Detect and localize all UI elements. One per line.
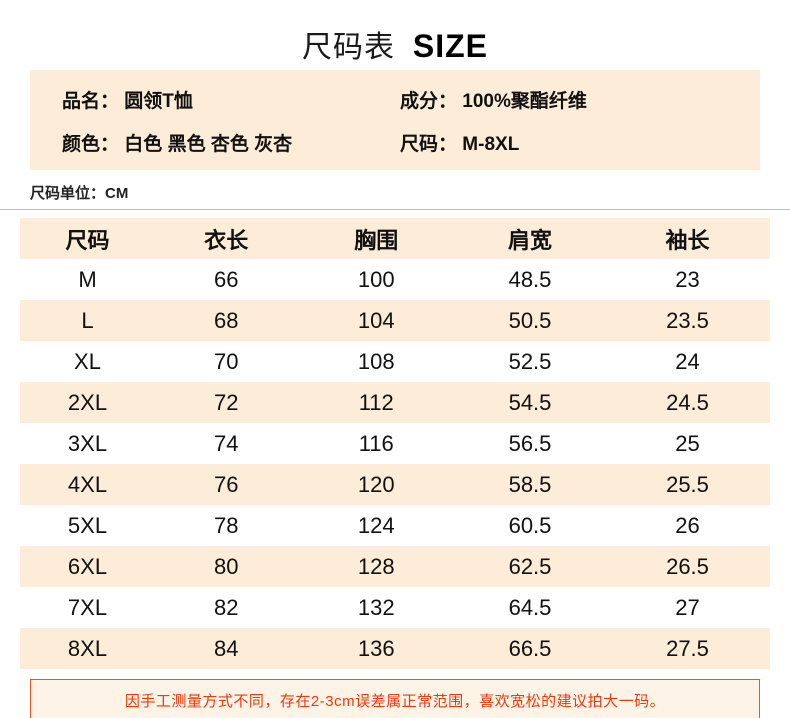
- unit-label: 尺码单位：: [30, 185, 106, 202]
- table-cell: 24: [675, 348, 700, 374]
- table-cell: 64.5: [508, 594, 552, 620]
- table-cell: 84: [214, 635, 239, 661]
- table-cell: 68: [214, 307, 239, 333]
- info-value: M-8XL: [462, 134, 520, 155]
- table-cell: 108: [357, 348, 395, 374]
- table-cell: 6XL: [67, 553, 108, 579]
- table-cell: M: [78, 266, 97, 292]
- info-value: 圆领T恤: [124, 91, 193, 112]
- unit-row: 尺码单位：CM: [30, 182, 790, 203]
- info-item-size-range: 尺码： M-8XL: [400, 129, 728, 156]
- table-cell: 27: [675, 594, 700, 620]
- table-cell: 26.5: [666, 553, 709, 579]
- size-table-head: 尺码 衣长 胸围 肩宽 袖长: [20, 218, 770, 259]
- title-chinese: 尺码表: [301, 31, 395, 64]
- table-cell: XL: [74, 348, 101, 374]
- table-row: L 68 104 50.5 23.5: [20, 300, 770, 341]
- table-cell: 62.5: [508, 553, 552, 579]
- table-cell: 60.5: [508, 512, 552, 538]
- column-header: 衣长: [155, 218, 298, 259]
- table-cell: 66: [214, 266, 239, 292]
- info-label: 品名：: [62, 91, 120, 112]
- table-cell: 104: [357, 307, 395, 333]
- info-value: 白色 黑色 杏色 灰杏: [124, 134, 293, 155]
- table-cell: 24.5: [666, 389, 709, 415]
- table-cell: 48.5: [508, 266, 552, 292]
- table-cell: 52.5: [508, 348, 552, 374]
- column-header: 胸围: [297, 218, 455, 259]
- table-cell: 4XL: [67, 471, 108, 497]
- table-cell: 27.5: [666, 635, 709, 661]
- table-cell: 58.5: [508, 471, 552, 497]
- info-item-product-name: 品名： 圆领T恤: [62, 86, 390, 113]
- column-header: 肩宽: [455, 218, 605, 259]
- table-cell: 66.5: [508, 635, 552, 661]
- table-cell: 72: [214, 389, 239, 415]
- note-box: 因手工测量方式不同，存在2-3cm误差属正常范围，喜欢宽松的建议拍大一码。: [30, 679, 760, 718]
- table-cell: 5XL: [67, 512, 108, 538]
- column-header: 尺码: [20, 218, 155, 259]
- table-row: 2XL 72 112 54.5 24.5: [20, 382, 770, 423]
- table-cell: 23.5: [666, 307, 709, 333]
- product-info-grid: 品名： 圆领T恤 成分： 100%聚酯纤维 颜色： 白色 黑色 杏色 灰杏 尺码…: [62, 86, 728, 156]
- table-row: 5XL 78 124 60.5 26: [20, 505, 770, 546]
- table-cell: 23: [675, 266, 700, 292]
- size-table: 尺码 衣长 胸围 肩宽 袖长 M 66 100 48.5 23 L 68 104 50.5 23.5 XL 7…: [20, 218, 770, 669]
- table-row: 8XL 84 136 66.5 27.5: [20, 628, 770, 669]
- table-cell: 80: [214, 553, 239, 579]
- table-cell: 100: [357, 266, 395, 292]
- note-text: 因手工测量方式不同，存在2-3cm误差属正常范围，喜欢宽松的建议拍大一码。: [124, 693, 666, 710]
- table-cell: 3XL: [67, 430, 108, 456]
- info-label: 尺码：: [400, 134, 458, 155]
- table-row: 7XL 82 132 64.5 27: [20, 587, 770, 628]
- table-cell: 82: [214, 594, 239, 620]
- table-row: 6XL 80 128 62.5 26.5: [20, 546, 770, 587]
- title-english: SIZE: [412, 28, 488, 64]
- table-row: 4XL 76 120 58.5 25.5: [20, 464, 770, 505]
- info-value: 100%聚酯纤维: [462, 91, 587, 112]
- table-cell: 70: [214, 348, 239, 374]
- info-label: 成分：: [400, 91, 458, 112]
- table-cell: 25.5: [666, 471, 709, 497]
- info-item-composition: 成分： 100%聚酯纤维: [400, 86, 728, 113]
- table-cell: 54.5: [508, 389, 552, 415]
- info-item-colors: 颜色： 白色 黑色 杏色 灰杏: [62, 129, 390, 156]
- table-cell: 25: [675, 430, 700, 456]
- table-cell: 124: [357, 512, 395, 538]
- table-row: 3XL 74 116 56.5 25: [20, 423, 770, 464]
- info-label: 颜色：: [62, 134, 120, 155]
- table-cell: 74: [214, 430, 239, 456]
- table-cell: 78: [214, 512, 239, 538]
- table-cell: 112: [358, 389, 394, 415]
- column-header: 袖长: [605, 218, 770, 259]
- table-row: M 66 100 48.5 23: [20, 259, 770, 300]
- unit-value: CM: [105, 185, 129, 202]
- table-cell: 132: [357, 594, 395, 620]
- table-cell: 2XL: [67, 389, 108, 415]
- table-row: XL 70 108 52.5 24: [20, 341, 770, 382]
- page-title: 尺码表 SIZE: [0, 0, 790, 64]
- table-cell: 56.5: [508, 430, 552, 456]
- product-info-panel: 品名： 圆领T恤 成分： 100%聚酯纤维 颜色： 白色 黑色 杏色 灰杏 尺码…: [30, 70, 760, 170]
- divider-line: [0, 209, 790, 210]
- table-cell: 136: [357, 635, 395, 661]
- size-table-body: M 66 100 48.5 23 L 68 104 50.5 23.5 XL 70 108 52.5 24 2…: [20, 259, 770, 669]
- table-cell: 116: [358, 430, 394, 456]
- table-cell: L: [81, 307, 94, 333]
- table-cell: 8XL: [67, 635, 108, 661]
- table-cell: 76: [214, 471, 239, 497]
- table-cell: 120: [357, 471, 395, 497]
- size-table-header-row: 尺码 衣长 胸围 肩宽 袖长: [20, 218, 770, 259]
- table-cell: 7XL: [67, 594, 108, 620]
- table-cell: 26: [675, 512, 700, 538]
- table-cell: 128: [357, 553, 395, 579]
- table-cell: 50.5: [508, 307, 552, 333]
